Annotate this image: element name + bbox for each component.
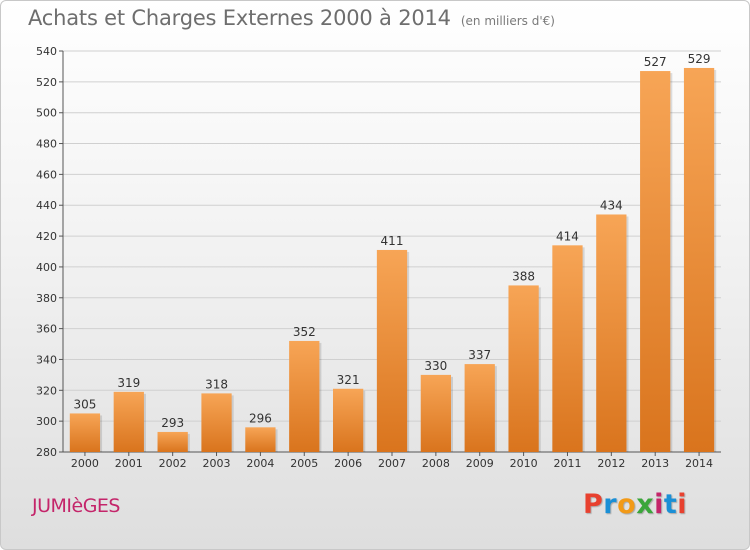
x-tick-label: 2009 — [466, 457, 494, 470]
bar-value-label: 529 — [688, 52, 711, 66]
bar — [376, 249, 408, 452]
logo-letter: t — [663, 489, 678, 520]
logo-letter: x — [636, 489, 655, 520]
bar — [113, 391, 144, 452]
logo-letter: P — [583, 489, 604, 520]
y-tick-label: 460 — [36, 168, 57, 181]
x-tick-label: 2012 — [597, 457, 625, 470]
x-tick-label: 2014 — [685, 457, 713, 470]
x-tick-label: 2005 — [290, 457, 318, 470]
logo-letter: r — [603, 489, 618, 520]
bar — [289, 340, 320, 452]
y-tick-label: 480 — [36, 138, 57, 151]
bar-value-label: 352 — [293, 325, 316, 339]
x-tick-label: 2013 — [641, 457, 669, 470]
bar — [464, 364, 495, 452]
bar — [683, 67, 715, 452]
y-tick-label: 360 — [36, 323, 57, 336]
bar — [552, 245, 583, 452]
bar-value-label: 411 — [381, 234, 404, 248]
x-tick-label: 2010 — [510, 457, 538, 470]
x-tick-label: 2006 — [334, 457, 362, 470]
bar-value-label: 414 — [556, 229, 579, 243]
y-tick-label: 440 — [36, 199, 57, 212]
bar-value-label: 330 — [424, 359, 447, 373]
x-tick-label: 2001 — [115, 457, 143, 470]
x-tick-label: 2004 — [246, 457, 274, 470]
proxiti-logo[interactable]: Proxiti — [583, 489, 687, 520]
chart-unit: (en milliers d'€) — [460, 14, 555, 28]
chart-title: Achats et Charges Externes 2000 à 2014 (e… — [28, 6, 555, 30]
x-tick-label: 2011 — [553, 457, 581, 470]
logo-letter: i — [654, 489, 664, 520]
logo-letter: o — [617, 489, 637, 520]
bar — [69, 413, 101, 452]
y-tick-label: 400 — [36, 261, 57, 274]
y-tick-label: 500 — [36, 107, 57, 120]
data-labels: 305 319 293 318 296 352 321 411 330 337 388 414 434 5… — [73, 52, 710, 430]
x-tick-label: 2000 — [71, 457, 99, 470]
bar-value-label: 305 — [73, 397, 96, 411]
x-tick-label: 2003 — [203, 457, 231, 470]
bar-value-label: 321 — [337, 373, 360, 387]
bar-value-label: 337 — [468, 348, 491, 362]
bar-value-label: 527 — [644, 55, 667, 69]
y-tick-label: 520 — [36, 76, 57, 89]
y-tick-label: 320 — [36, 384, 57, 397]
bar — [596, 214, 627, 452]
y-tick-label: 380 — [36, 292, 57, 305]
y-tick-label: 420 — [36, 230, 57, 243]
x-tick-label: 2008 — [422, 457, 450, 470]
bar-value-label: 293 — [161, 416, 184, 430]
y-tick-label: 280 — [36, 446, 57, 459]
bar-value-label: 434 — [600, 198, 623, 212]
bars — [69, 67, 717, 453]
y-tick-label: 340 — [36, 353, 57, 366]
bar — [332, 388, 364, 452]
commune-name: JUMIèGES — [32, 495, 121, 517]
x-tick-label: 2002 — [159, 457, 187, 470]
bar — [640, 71, 671, 453]
y-tick-label: 540 — [36, 45, 57, 58]
bar-value-label: 318 — [205, 377, 228, 391]
bar — [508, 285, 539, 452]
x-tick-label: 2007 — [378, 457, 406, 470]
bar-value-label: 296 — [249, 411, 272, 425]
bar — [420, 374, 452, 452]
y-tick-label: 300 — [36, 415, 57, 428]
logo-letter: i — [677, 489, 688, 520]
bar-value-label: 319 — [117, 376, 140, 390]
bar — [201, 393, 232, 452]
bar-value-label: 388 — [512, 269, 535, 283]
bar — [245, 427, 276, 452]
chart-title-text: Achats et Charges Externes 2000 à 2014 — [28, 6, 451, 30]
bar — [157, 431, 188, 452]
